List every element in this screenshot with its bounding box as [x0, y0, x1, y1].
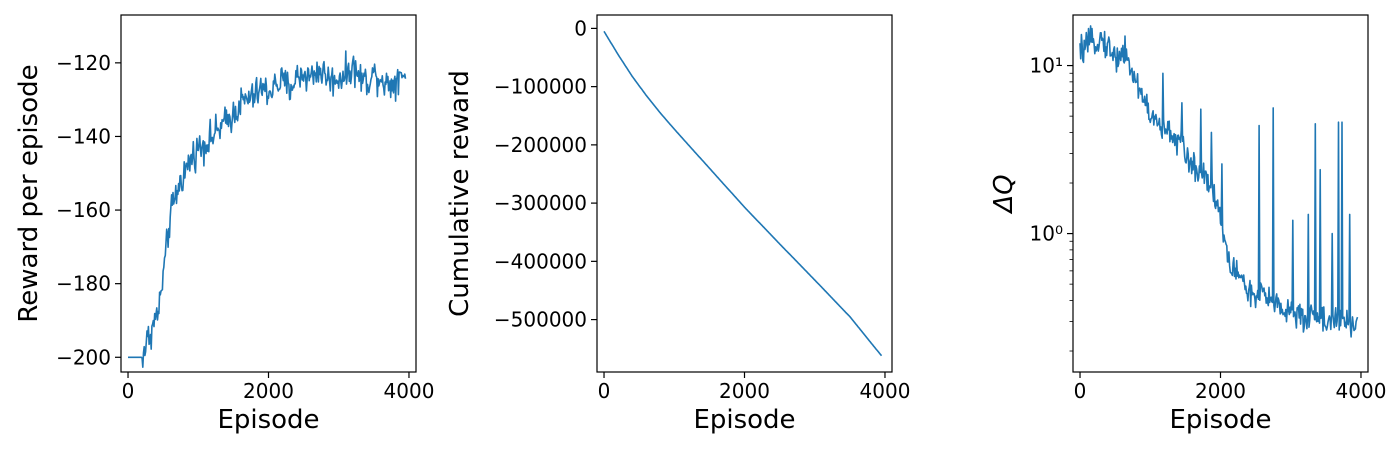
y-tick-label: −200 [56, 345, 111, 369]
y-tick-label: −500000 [494, 308, 587, 332]
x-tick-label: 4000 [384, 379, 435, 403]
y-tick-label: −160 [56, 198, 111, 222]
series-line [1079, 25, 1359, 338]
y-tick-label: −200000 [494, 133, 587, 157]
x-tick-label: 0 [1074, 379, 1087, 403]
y-tick-label: 10⁰ [1030, 222, 1063, 246]
x-axis-label: Episode [693, 405, 795, 435]
y-tick-label: −140 [56, 124, 111, 148]
y-tick-label: −400000 [494, 249, 587, 273]
series-line [127, 50, 407, 369]
x-tick-label: 2000 [719, 379, 770, 403]
x-tick-label: 0 [122, 379, 135, 403]
y-tick-label: 0 [574, 16, 587, 40]
y-tick-label: 10¹ [1030, 54, 1063, 78]
y-tick-label: −180 [56, 272, 111, 296]
x-tick-label: 2000 [1195, 379, 1246, 403]
x-tick-label: 0 [598, 379, 611, 403]
y-tick-label: −120 [56, 51, 111, 75]
y-axis-label: Reward per episode [14, 64, 44, 322]
y-axis-label: Cumulative reward [445, 70, 475, 317]
x-axis-label: Episode [1169, 405, 1271, 435]
x-tick-label: 2000 [243, 379, 294, 403]
panel-cumulative-reward: Episode Cumulative reward 0 2000 4000 0 −100… [445, 14, 911, 435]
y-axis-label: ΔQ [989, 174, 1019, 214]
plot-frame [596, 14, 893, 373]
y-tick-label: −100000 [494, 75, 587, 99]
y-tick-label: −300000 [494, 191, 587, 215]
x-tick-label: 4000 [860, 379, 911, 403]
panel-reward-per-episode: Episode Reward per episode 0 2000 4000 −200… [14, 14, 435, 435]
x-axis-label: Episode [217, 405, 319, 435]
panel-delta-q: Episode ΔQ 0 2000 4000 10⁰ 10¹ [989, 14, 1387, 435]
x-tick-label: 4000 [1336, 379, 1387, 403]
series-line [603, 30, 883, 357]
